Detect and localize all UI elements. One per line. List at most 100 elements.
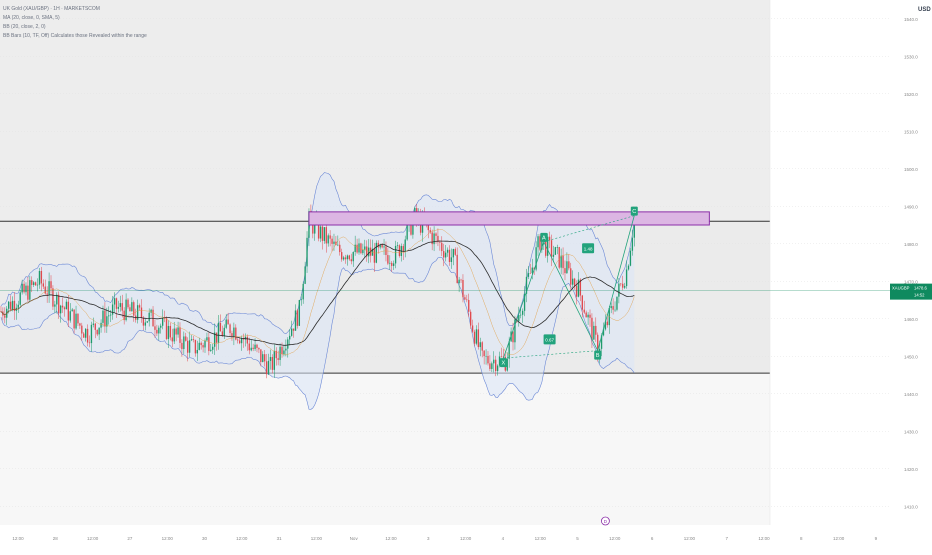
candle-body (441, 242, 443, 252)
x-tick-label: 6 (651, 536, 654, 541)
candle-body (29, 280, 31, 300)
candle-body (7, 301, 10, 309)
candle-body (81, 325, 83, 334)
candle-body (623, 286, 626, 288)
candle-body (579, 279, 582, 296)
candle-body (475, 329, 478, 344)
candle-body (154, 326, 156, 330)
legend-bb[interactable]: BB (20, close, 2, 0) (3, 24, 46, 30)
grid-layer (0, 18, 890, 507)
candle-body (319, 226, 322, 239)
candle-body (19, 292, 21, 305)
candle-body (391, 262, 393, 266)
candle-body (40, 271, 43, 284)
candle-body (233, 327, 235, 337)
candle-body (21, 283, 23, 293)
candle-body (61, 305, 64, 308)
candle-body (575, 285, 578, 297)
candle-body (348, 255, 351, 260)
candle-body (346, 255, 349, 260)
candle-body (344, 257, 347, 260)
y-tick-label: 1530.0 (904, 54, 918, 59)
candle-body (217, 322, 220, 343)
price-tag-value: 1478.6 (914, 286, 927, 291)
candle-body (165, 318, 168, 339)
harmonic-pattern-layer: X A B C 0.67 1.48 (308, 206, 710, 368)
candle-body (329, 235, 331, 239)
candle-body (160, 325, 162, 328)
candle-body (273, 350, 275, 370)
candle-body (556, 247, 558, 248)
ratio-label: 0.67 (545, 337, 554, 342)
candle-body (244, 336, 247, 340)
candle-body (148, 312, 150, 322)
candle-body (593, 325, 595, 340)
candle-body (350, 259, 352, 262)
candle-body (110, 314, 112, 316)
pivot-label: X (502, 361, 506, 367)
candle-body (129, 307, 131, 312)
candle-body (136, 305, 139, 320)
candle-body (294, 310, 297, 331)
candle-body (389, 262, 391, 264)
legend-ma[interactable]: MA (20, close, 0, SMA, 5) (3, 15, 60, 21)
candle-body (367, 247, 370, 257)
candle-body (194, 340, 197, 354)
candle-body (362, 249, 364, 254)
candle-body (541, 241, 543, 250)
candle-body (140, 307, 143, 318)
candle-body (94, 323, 96, 330)
candle-body (106, 316, 108, 327)
candle-body (606, 321, 609, 326)
candle-body (256, 344, 258, 348)
candle-body (213, 332, 216, 347)
candle-body (302, 283, 304, 300)
candle-body (537, 236, 539, 248)
candle-body (65, 301, 68, 310)
candle-body (173, 328, 175, 342)
candle-body (163, 318, 166, 319)
candle-body (444, 252, 447, 258)
candle-body (192, 339, 195, 341)
x-tick-label: 27 (127, 536, 133, 541)
candle-body (625, 269, 628, 287)
candle-body (321, 226, 324, 241)
candle-body (481, 342, 483, 351)
candle-body (548, 236, 551, 241)
candle-body (354, 244, 356, 253)
x-tick-label: 12:00 (684, 536, 696, 541)
candle-body (198, 342, 200, 350)
candle-body (13, 300, 16, 311)
candle-body (206, 337, 208, 341)
candle-body (83, 333, 85, 338)
candle-body (117, 306, 120, 309)
candle-body (629, 250, 632, 266)
legend-bbbars[interactable]: BB Bars (10, TF, Off) Calculates those R… (3, 33, 147, 39)
candle-body (237, 339, 239, 341)
candle-body (314, 221, 316, 234)
candle-body (196, 349, 198, 354)
candle-body (92, 323, 95, 325)
candle-body (275, 350, 277, 359)
candle-body (63, 307, 66, 310)
candle-body (366, 246, 368, 257)
candle-body (458, 279, 460, 284)
candle-body (223, 327, 225, 337)
legend-symbol[interactable]: UK Gold (XAU/GBP) · 1H · MARKETSCOM (3, 6, 100, 12)
lower-shade (0, 373, 770, 525)
y-tick-label: 1520.0 (904, 92, 918, 97)
candle-body (485, 355, 487, 357)
x-tick-label: 12:00 (758, 536, 770, 541)
ratio-label: 1.48 (584, 246, 593, 251)
candle-body (429, 230, 431, 233)
candle-body (104, 310, 106, 327)
currency-label[interactable]: USD (918, 7, 931, 13)
candle-body (387, 255, 389, 264)
candle-body (69, 311, 71, 321)
candle-body (520, 314, 522, 316)
candle-body (300, 299, 302, 301)
candle-body (102, 310, 104, 323)
candle-body (341, 252, 343, 260)
